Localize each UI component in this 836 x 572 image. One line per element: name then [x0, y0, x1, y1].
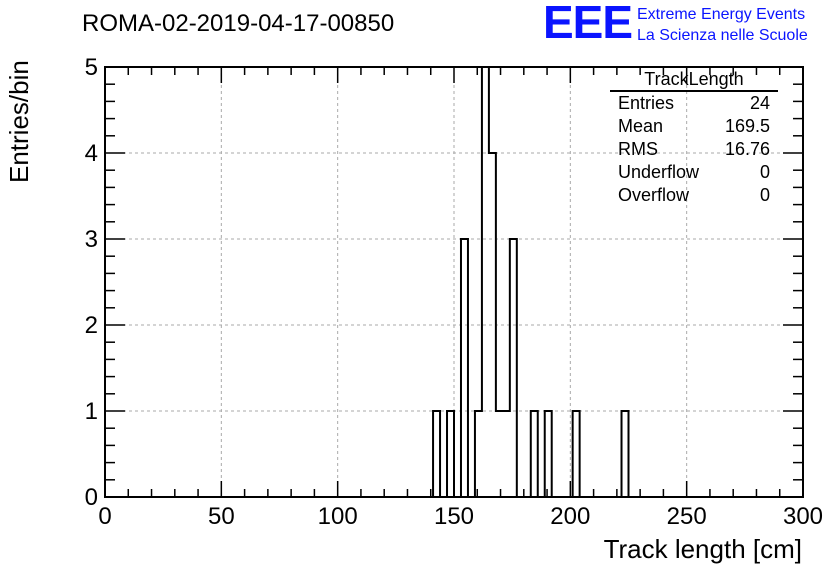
histogram-bar — [510, 239, 517, 497]
stats-value: 0 — [759, 162, 770, 182]
stats-row-underflow: Underflow 0 — [610, 161, 778, 184]
stats-label: Overflow — [618, 185, 690, 205]
stats-title: TrackLength — [610, 68, 778, 92]
eee-logo: EEE Extreme Energy Events La Scienza nel… — [543, 0, 828, 48]
logo-line-2: La Scienza nelle Scuole — [637, 27, 808, 44]
stats-row-mean: Mean 169.5 — [610, 115, 778, 138]
stats-row-entries: Entries 24 — [610, 92, 778, 115]
stats-label: Entries — [618, 93, 675, 113]
histogram-bar — [496, 411, 503, 497]
histogram-bar — [447, 411, 454, 497]
stats-value: 16.76 — [724, 139, 770, 159]
y-tick-label: 2 — [85, 312, 98, 339]
y-tick-label: 4 — [85, 140, 98, 167]
histogram-bar — [482, 67, 489, 497]
run-title: ROMA-02-2019-04-17-00850 — [82, 10, 395, 37]
histogram-bar — [475, 411, 482, 497]
x-axis-title: Track length [cm] — [603, 534, 802, 564]
stats-value: 0 — [759, 185, 770, 205]
x-tick-label: 200 — [550, 503, 590, 530]
x-tick-label: 300 — [783, 503, 823, 530]
x-tick-label: 0 — [98, 503, 111, 530]
y-axis-title: Entries/bin — [4, 60, 34, 183]
histogram-bar — [573, 411, 580, 497]
plot-frame — [104, 66, 804, 498]
histogram-bar — [503, 411, 510, 497]
histogram-bar — [545, 411, 552, 497]
histogram-bar — [531, 411, 538, 497]
axis-ticks — [104, 66, 804, 498]
stats-value: 24 — [749, 93, 770, 113]
stats-label: RMS — [618, 139, 658, 159]
y-tick-label: 0 — [85, 484, 98, 511]
logo-mark: EEE — [543, 0, 633, 48]
x-tick-label: 150 — [434, 503, 474, 530]
y-tick-label: 5 — [85, 54, 98, 81]
x-tick-label: 250 — [667, 503, 707, 530]
y-tick-labels: 0 1 2 3 4 5 — [85, 54, 98, 511]
stats-row-overflow: Overflow 0 — [610, 184, 778, 207]
stats-row-rms: RMS 16.76 — [610, 138, 778, 161]
stats-label: Underflow — [618, 162, 700, 182]
histogram-outline — [105, 66, 803, 498]
logo-line-1: Extreme Energy Events — [637, 6, 806, 23]
x-tick-label: 100 — [318, 503, 358, 530]
stats-label: Mean — [618, 116, 664, 136]
histogram-bar — [433, 411, 440, 497]
histogram-bar — [461, 239, 468, 497]
y-tick-label: 1 — [85, 398, 98, 425]
x-tick-label: 50 — [208, 503, 235, 530]
x-tick-labels: 0 50 100 150 200 250 300 — [98, 503, 823, 530]
y-tick-label: 3 — [85, 226, 98, 253]
histogram-bar — [622, 411, 629, 497]
stats-box: TrackLength Entries 24 Mean 169.5 RMS 16… — [610, 68, 778, 207]
stats-value: 169.5 — [724, 116, 770, 136]
